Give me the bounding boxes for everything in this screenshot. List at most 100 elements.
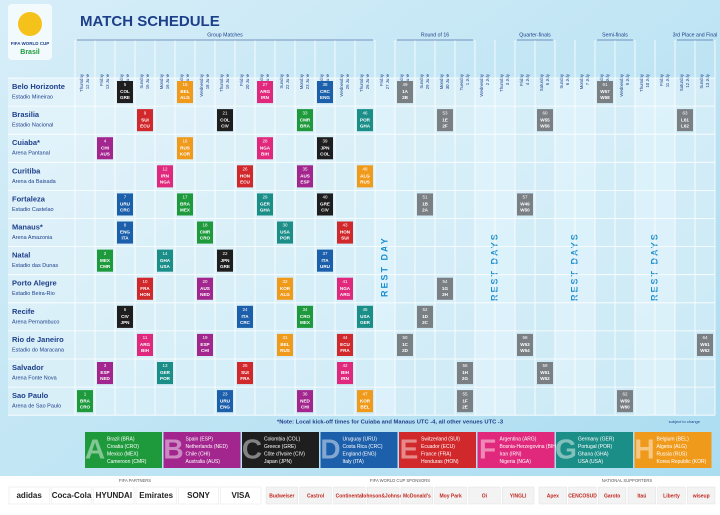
match-number: 32 <box>282 279 288 284</box>
sponsor-name: Liberty <box>663 493 680 499</box>
sponsor-name: Moy Park <box>440 493 462 499</box>
match-team: W54 <box>520 348 530 353</box>
group-letter: F <box>479 433 496 464</box>
match-team: W59 <box>620 398 630 403</box>
match-cell <box>177 137 193 160</box>
match-team: 2C <box>422 320 429 325</box>
match-team: HON <box>240 174 251 179</box>
group-team: Iran (IRN) <box>500 451 522 457</box>
match-number: 43 <box>342 223 348 228</box>
date: 27 June <box>385 73 390 89</box>
match-number: 42 <box>342 363 348 368</box>
match-number: 33 <box>302 110 308 115</box>
match-cell <box>117 193 133 216</box>
group-team: Ecuador (ECU) <box>421 444 455 450</box>
match-cell <box>337 333 353 356</box>
match-team: BEL <box>360 404 369 409</box>
match-number: 24 <box>242 307 248 312</box>
match-team: ENG <box>120 230 130 235</box>
weekday: Wednesday <box>619 73 624 96</box>
group-team: Italy (ITA) <box>343 459 365 465</box>
match-cell <box>697 333 713 356</box>
match-number: 13 <box>162 363 168 368</box>
group-box <box>399 432 476 468</box>
weekday: Wednesday <box>479 73 484 96</box>
match-number: 48 <box>362 166 368 171</box>
match-number: 39 <box>322 138 328 143</box>
group-team: Croatia (CRO) <box>107 444 139 450</box>
match-number: 21 <box>222 110 228 115</box>
match-number: 11 <box>143 335 148 340</box>
match-team: NGA <box>340 286 351 291</box>
venue-stadium: Arena Pernambuco <box>12 319 59 325</box>
match-cell <box>217 249 233 272</box>
match-team: W60 <box>620 404 630 409</box>
match-cell <box>97 249 113 272</box>
match-number: 20 <box>202 279 208 284</box>
date: 23 June <box>305 73 310 89</box>
weekday: Wednesday <box>339 73 344 96</box>
group-box <box>163 432 241 468</box>
sponsor-name: Emirates <box>139 491 173 500</box>
group-box <box>634 432 712 468</box>
weekday: Sunday <box>139 73 144 88</box>
sponsor-logo <box>265 486 298 505</box>
match-team: GER <box>360 320 371 325</box>
date: 8 July <box>605 73 610 85</box>
sponsor-logo <box>538 486 567 505</box>
group-team: France (FRA) <box>421 451 452 457</box>
group-letter: E <box>400 433 419 464</box>
match-team: FRA <box>240 376 250 381</box>
match-team: ITA <box>241 314 249 319</box>
match-cell <box>257 193 273 216</box>
match-team: AUS <box>300 174 310 179</box>
weekday: Thursday <box>499 73 504 92</box>
sponsor-logo <box>220 486 262 505</box>
group-letter: G <box>555 433 577 464</box>
match-team: RUS <box>360 180 370 185</box>
match-team: 1H <box>462 370 469 375</box>
match-cell <box>137 109 153 132</box>
match-team: NED <box>100 376 110 381</box>
match-cell <box>217 390 233 413</box>
match-team: 2E <box>462 404 468 409</box>
date: 29 June <box>425 73 430 89</box>
weekday: Thursday <box>79 73 84 92</box>
group-box <box>556 432 633 468</box>
match-team: W58 <box>600 95 610 100</box>
match-team: 1F <box>462 398 468 403</box>
match-number: 46 <box>362 110 368 115</box>
stage-name: Round of 16 <box>421 32 449 38</box>
match-team: IRN <box>161 174 170 179</box>
group-team: Ghana (GHA) <box>578 451 609 457</box>
group-team: Bosnia-Herzegovina (BIH) <box>500 444 558 450</box>
match-team: HON <box>140 292 151 297</box>
group-letter: C <box>242 433 262 464</box>
match-team: 1D <box>422 314 429 319</box>
match-team: CRC <box>120 208 131 213</box>
match-number: 40 <box>322 195 328 200</box>
match-team: GRE <box>120 95 130 100</box>
match-number: 47 <box>362 391 368 396</box>
group-letter: D <box>320 433 340 464</box>
match-number: 4 <box>104 138 107 143</box>
match-team: FRA <box>140 286 150 291</box>
group-team: Uruguay (URU) <box>343 436 378 442</box>
venue-city: Fortaleza <box>12 194 46 203</box>
sponsor-name: YINGLI <box>510 493 527 499</box>
sponsor-name: Oi <box>482 493 488 499</box>
rest-label: REST DAYS <box>489 232 499 301</box>
sponsor-name: Garoto <box>604 493 620 499</box>
venue-stadium: Estadio das Dunas <box>12 263 58 269</box>
match-team: 1E <box>442 117 448 122</box>
match-number: 29 <box>262 195 268 200</box>
stage-name: 3rd Place and Final <box>673 32 718 38</box>
rest-label: REST DAYS <box>649 232 659 301</box>
group-letter: B <box>163 433 183 464</box>
weekday: Friday <box>659 73 664 86</box>
match-cell <box>297 390 313 413</box>
match-cell <box>357 390 373 413</box>
match-cell <box>237 362 253 385</box>
match-team: CMR <box>100 264 111 269</box>
match-team: ESP <box>100 370 109 375</box>
